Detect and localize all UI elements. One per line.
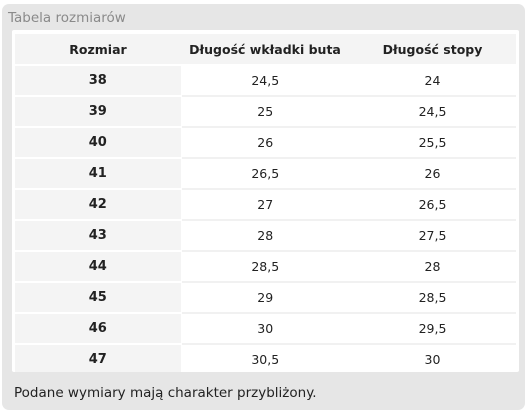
insole-length-cell: 25 <box>181 96 349 128</box>
foot-length-cell: 28,5 <box>349 282 516 314</box>
size-cell: 46 <box>15 313 182 345</box>
table-row: 39 25 24,5 <box>15 96 516 128</box>
insole-length-cell: 24,5 <box>181 65 349 97</box>
size-cell: 40 <box>15 127 182 159</box>
size-table: Rozmiar Długość wkładki buta Długość sto… <box>15 34 516 372</box>
insole-length-cell: 30 <box>181 313 349 345</box>
foot-length-cell: 24 <box>349 65 516 97</box>
column-header-insole-length: Długość wkładki buta <box>181 34 349 66</box>
foot-length-cell: 24,5 <box>349 96 516 128</box>
size-table-card: Rozmiar Długość wkładki buta Długość sto… <box>12 30 519 372</box>
foot-length-cell: 26 <box>349 158 516 190</box>
size-cell: 42 <box>15 189 182 221</box>
insole-length-cell: 28,5 <box>181 251 349 283</box>
panel-title: Tabela rozmiarów <box>8 10 126 26</box>
approximate-sizes-note: Podane wymiary mają charakter przybliżon… <box>14 385 317 401</box>
table-row: 46 30 29,5 <box>15 313 516 345</box>
size-cell: 41 <box>15 158 182 190</box>
size-cell: 39 <box>15 96 182 128</box>
size-cell: 38 <box>15 65 182 97</box>
foot-length-cell: 29,5 <box>349 313 516 345</box>
column-header-size: Rozmiar <box>15 34 181 66</box>
table-row: 40 26 25,5 <box>15 127 516 159</box>
table-row: 47 30,5 30 <box>15 344 516 372</box>
table-row: 41 26,5 26 <box>15 158 516 190</box>
size-cell: 43 <box>15 220 182 252</box>
foot-length-cell: 26,5 <box>349 189 516 221</box>
insole-length-cell: 26,5 <box>181 158 349 190</box>
table-header-row: Rozmiar Długość wkładki buta Długość sto… <box>15 34 516 66</box>
table-row: 44 28,5 28 <box>15 251 516 283</box>
foot-length-cell: 30 <box>349 344 516 372</box>
table-row: 42 27 26,5 <box>15 189 516 221</box>
size-cell: 47 <box>15 344 182 372</box>
table-row: 43 28 27,5 <box>15 220 516 252</box>
foot-length-cell: 28 <box>349 251 516 283</box>
table-row: 45 29 28,5 <box>15 282 516 314</box>
insole-length-cell: 27 <box>181 189 349 221</box>
column-header-foot-length: Długość stopy <box>349 34 516 66</box>
insole-length-cell: 29 <box>181 282 349 314</box>
table-row: 38 24,5 24 <box>15 65 516 97</box>
foot-length-cell: 27,5 <box>349 220 516 252</box>
foot-length-cell: 25,5 <box>349 127 516 159</box>
insole-length-cell: 30,5 <box>181 344 349 372</box>
size-cell: 45 <box>15 282 182 314</box>
size-cell: 44 <box>15 251 182 283</box>
size-chart-panel: Tabela rozmiarów Rozmiar Długość wkładki… <box>2 4 525 410</box>
insole-length-cell: 26 <box>181 127 349 159</box>
insole-length-cell: 28 <box>181 220 349 252</box>
